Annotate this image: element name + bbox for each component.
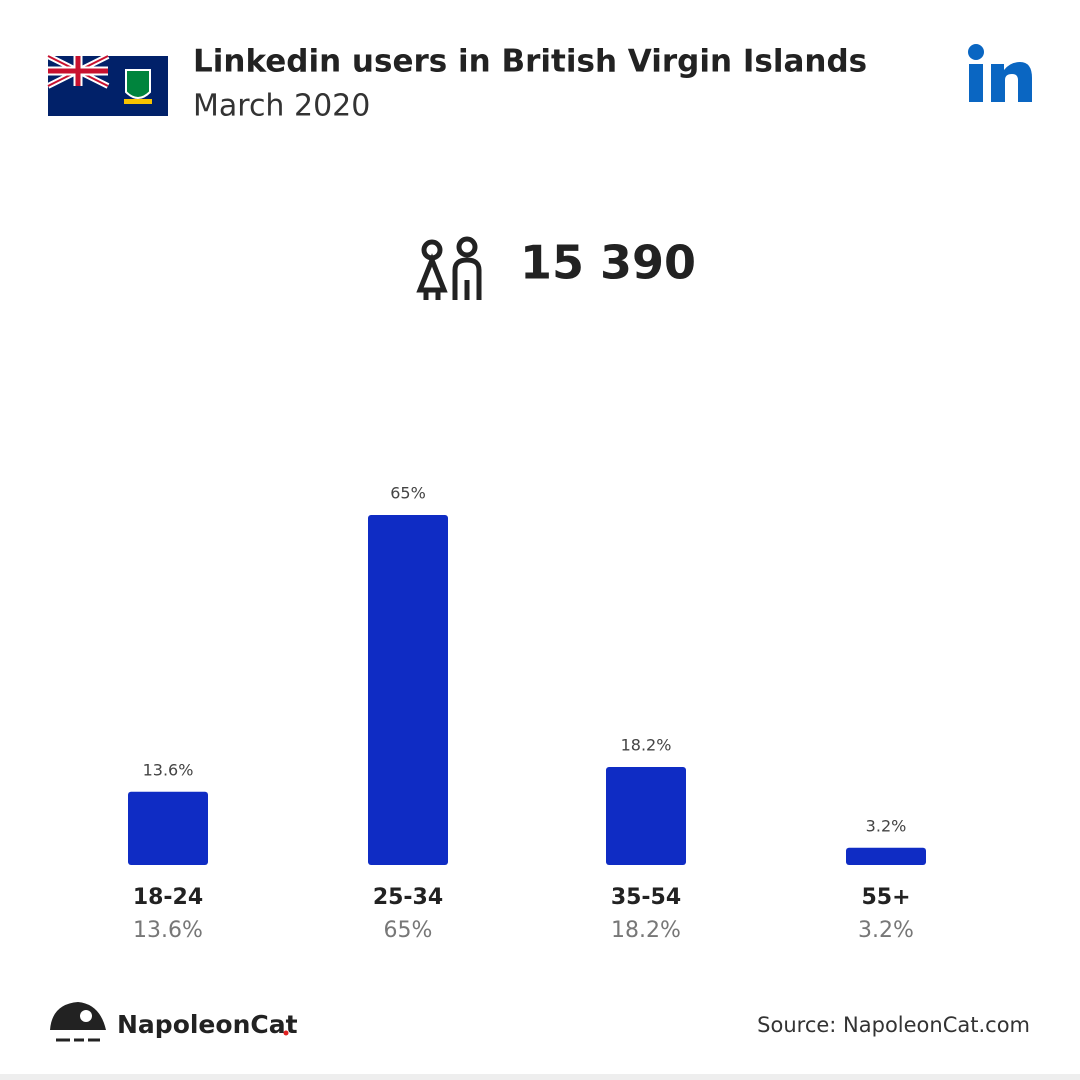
bar bbox=[128, 791, 208, 865]
category-label: 18-24 bbox=[133, 885, 203, 910]
category-label: 35-54 bbox=[611, 885, 681, 910]
flag bbox=[46, 53, 168, 116]
bar-value-label: 3.2% bbox=[866, 816, 907, 835]
bar-value-label: 18.2% bbox=[621, 736, 672, 755]
bar-value-label: 13.6% bbox=[143, 760, 194, 779]
users-icon bbox=[416, 236, 482, 300]
category-value-label: 65% bbox=[384, 918, 433, 943]
source: Source: NapoleonCat.com bbox=[757, 1013, 1030, 1037]
bar-value-label: 65% bbox=[390, 484, 426, 503]
category-label: 25-34 bbox=[373, 885, 443, 910]
category-label: 55+ bbox=[861, 885, 910, 910]
bar bbox=[368, 515, 448, 865]
bar bbox=[606, 767, 686, 865]
brand-logo bbox=[50, 1002, 289, 1042]
linkedin-logo bbox=[968, 44, 1032, 102]
category-value-label: 18.2% bbox=[611, 918, 681, 943]
bar bbox=[846, 847, 926, 865]
category-value-label: 3.2% bbox=[858, 918, 914, 943]
title: Linkedin users in British Virgin Islands bbox=[193, 44, 867, 80]
category-value-label: 13.6% bbox=[133, 918, 203, 943]
subtitle: March 2020 bbox=[193, 89, 370, 124]
footer-strip bbox=[0, 1074, 1080, 1080]
total-users: 15 390 bbox=[520, 236, 696, 290]
brand-name: NapoleonCat bbox=[117, 1010, 298, 1039]
